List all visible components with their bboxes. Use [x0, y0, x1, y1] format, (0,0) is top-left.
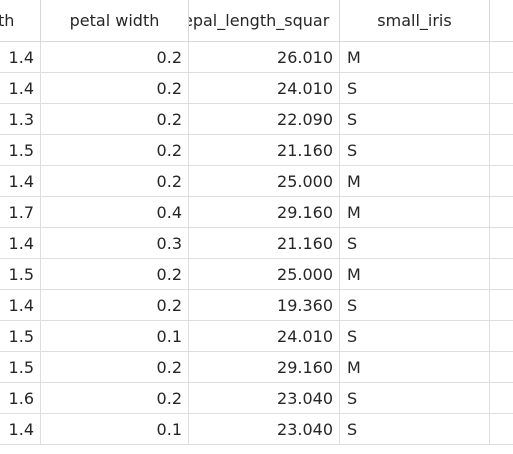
table-row: 1.6 0.2 23.040 S — [0, 383, 513, 414]
cell-petal-width[interactable]: 0.4 — [41, 197, 189, 227]
table-row: 1.4 0.3 21.160 S — [0, 228, 513, 259]
cell-sepal-length-squared[interactable]: 25.000 — [189, 259, 340, 289]
cell-empty[interactable] — [490, 197, 513, 227]
cell-empty[interactable] — [490, 321, 513, 351]
cell-small-iris[interactable]: S — [340, 228, 490, 258]
cell-petal-width[interactable]: 0.2 — [41, 73, 189, 103]
cell-sepal-length-squared[interactable]: 19.360 — [189, 290, 340, 320]
cell-petal-length[interactable]: 1.3 — [0, 104, 41, 134]
cell-petal-width[interactable]: 0.2 — [41, 383, 189, 413]
table-row: 1.4 0.2 19.360 S — [0, 290, 513, 321]
cell-small-iris[interactable]: M — [340, 166, 490, 196]
column-header-petal-length[interactable]: th — [0, 0, 41, 41]
column-header-label: epal_length_squar — [189, 11, 330, 30]
cell-small-iris[interactable]: M — [340, 42, 490, 72]
cell-sepal-length-squared[interactable]: 23.040 — [189, 414, 340, 444]
cell-petal-length[interactable]: 1.5 — [0, 321, 41, 351]
cell-sepal-length-squared[interactable]: 29.160 — [189, 197, 340, 227]
cell-petal-length[interactable]: 1.7 — [0, 197, 41, 227]
cell-empty[interactable] — [490, 290, 513, 320]
cell-small-iris[interactable]: M — [340, 259, 490, 289]
cell-sepal-length-squared[interactable]: 29.160 — [189, 352, 340, 382]
cell-empty[interactable] — [490, 42, 513, 72]
cell-sepal-length-squared[interactable]: 24.010 — [189, 321, 340, 351]
cell-small-iris[interactable]: S — [340, 414, 490, 444]
cell-small-iris[interactable]: S — [340, 290, 490, 320]
column-header-row: th petal width epal_length_squar small_i… — [0, 0, 513, 42]
cell-sepal-length-squared[interactable]: 23.040 — [189, 383, 340, 413]
cell-petal-width[interactable]: 0.2 — [41, 259, 189, 289]
cell-petal-width[interactable]: 0.1 — [41, 414, 189, 444]
cell-empty[interactable] — [490, 228, 513, 258]
table-row: 1.7 0.4 29.160 M — [0, 197, 513, 228]
cell-petal-length[interactable]: 1.5 — [0, 259, 41, 289]
cell-empty[interactable] — [490, 383, 513, 413]
table-row: 1.4 0.2 25.000 M — [0, 166, 513, 197]
cell-sepal-length-squared[interactable]: 22.090 — [189, 104, 340, 134]
cell-petal-length[interactable]: 1.4 — [0, 228, 41, 258]
cell-petal-length[interactable]: 1.4 — [0, 42, 41, 72]
cell-small-iris[interactable]: S — [340, 321, 490, 351]
cell-petal-width[interactable]: 0.2 — [41, 166, 189, 196]
cell-sepal-length-squared[interactable]: 25.000 — [189, 166, 340, 196]
table-row: 1.5 0.1 24.010 S — [0, 321, 513, 352]
cell-small-iris[interactable]: M — [340, 197, 490, 227]
column-header-label: small_iris — [377, 11, 452, 30]
table-row: 1.5 0.2 21.160 S — [0, 135, 513, 166]
cell-small-iris[interactable]: S — [340, 104, 490, 134]
cell-empty[interactable] — [490, 135, 513, 165]
cell-petal-length[interactable]: 1.4 — [0, 290, 41, 320]
cell-small-iris[interactable]: S — [340, 135, 490, 165]
column-header-sepal-length-squared[interactable]: epal_length_squar — [189, 0, 340, 41]
cell-small-iris[interactable]: S — [340, 73, 490, 103]
cell-petal-length[interactable]: 1.6 — [0, 383, 41, 413]
cell-small-iris[interactable]: S — [340, 383, 490, 413]
cell-empty[interactable] — [490, 259, 513, 289]
cell-petal-width[interactable]: 0.2 — [41, 290, 189, 320]
cell-petal-width[interactable]: 0.2 — [41, 135, 189, 165]
cell-petal-length[interactable]: 1.5 — [0, 135, 41, 165]
cell-petal-width[interactable]: 0.3 — [41, 228, 189, 258]
column-header-label: petal width — [69, 11, 160, 30]
table-row: 1.5 0.2 29.160 M — [0, 352, 513, 383]
cell-empty[interactable] — [490, 414, 513, 444]
column-header-empty[interactable] — [490, 0, 513, 41]
cell-petal-length[interactable]: 1.4 — [0, 73, 41, 103]
cell-petal-length[interactable]: 1.5 — [0, 352, 41, 382]
cell-petal-width[interactable]: 0.1 — [41, 321, 189, 351]
table-row: 1.5 0.2 25.000 M — [0, 259, 513, 290]
cell-sepal-length-squared[interactable]: 21.160 — [189, 135, 340, 165]
cell-petal-length[interactable]: 1.4 — [0, 414, 41, 444]
cell-empty[interactable] — [490, 73, 513, 103]
table-row: 1.4 0.2 24.010 S — [0, 73, 513, 104]
cell-sepal-length-squared[interactable]: 21.160 — [189, 228, 340, 258]
cell-petal-width[interactable]: 0.2 — [41, 42, 189, 72]
cell-petal-width[interactable]: 0.2 — [41, 352, 189, 382]
cell-empty[interactable] — [490, 352, 513, 382]
cell-small-iris[interactable]: M — [340, 352, 490, 382]
table-body: 1.4 0.2 26.010 M 1.4 0.2 24.010 S 1.3 0.2 22.090 S 1… — [0, 42, 513, 445]
column-header-small-iris[interactable]: small_iris — [340, 0, 490, 41]
table-row: 1.4 0.1 23.040 S — [0, 414, 513, 445]
table-row: 1.3 0.2 22.090 S — [0, 104, 513, 135]
table-row: 1.4 0.2 26.010 M — [0, 42, 513, 73]
cell-empty[interactable] — [490, 166, 513, 196]
cell-petal-width[interactable]: 0.2 — [41, 104, 189, 134]
cell-sepal-length-squared[interactable]: 26.010 — [189, 42, 340, 72]
cell-petal-length[interactable]: 1.4 — [0, 166, 41, 196]
cell-sepal-length-squared[interactable]: 24.010 — [189, 73, 340, 103]
cell-empty[interactable] — [490, 104, 513, 134]
column-header-label: th — [0, 11, 15, 30]
column-header-petal-width[interactable]: petal width — [41, 0, 189, 41]
